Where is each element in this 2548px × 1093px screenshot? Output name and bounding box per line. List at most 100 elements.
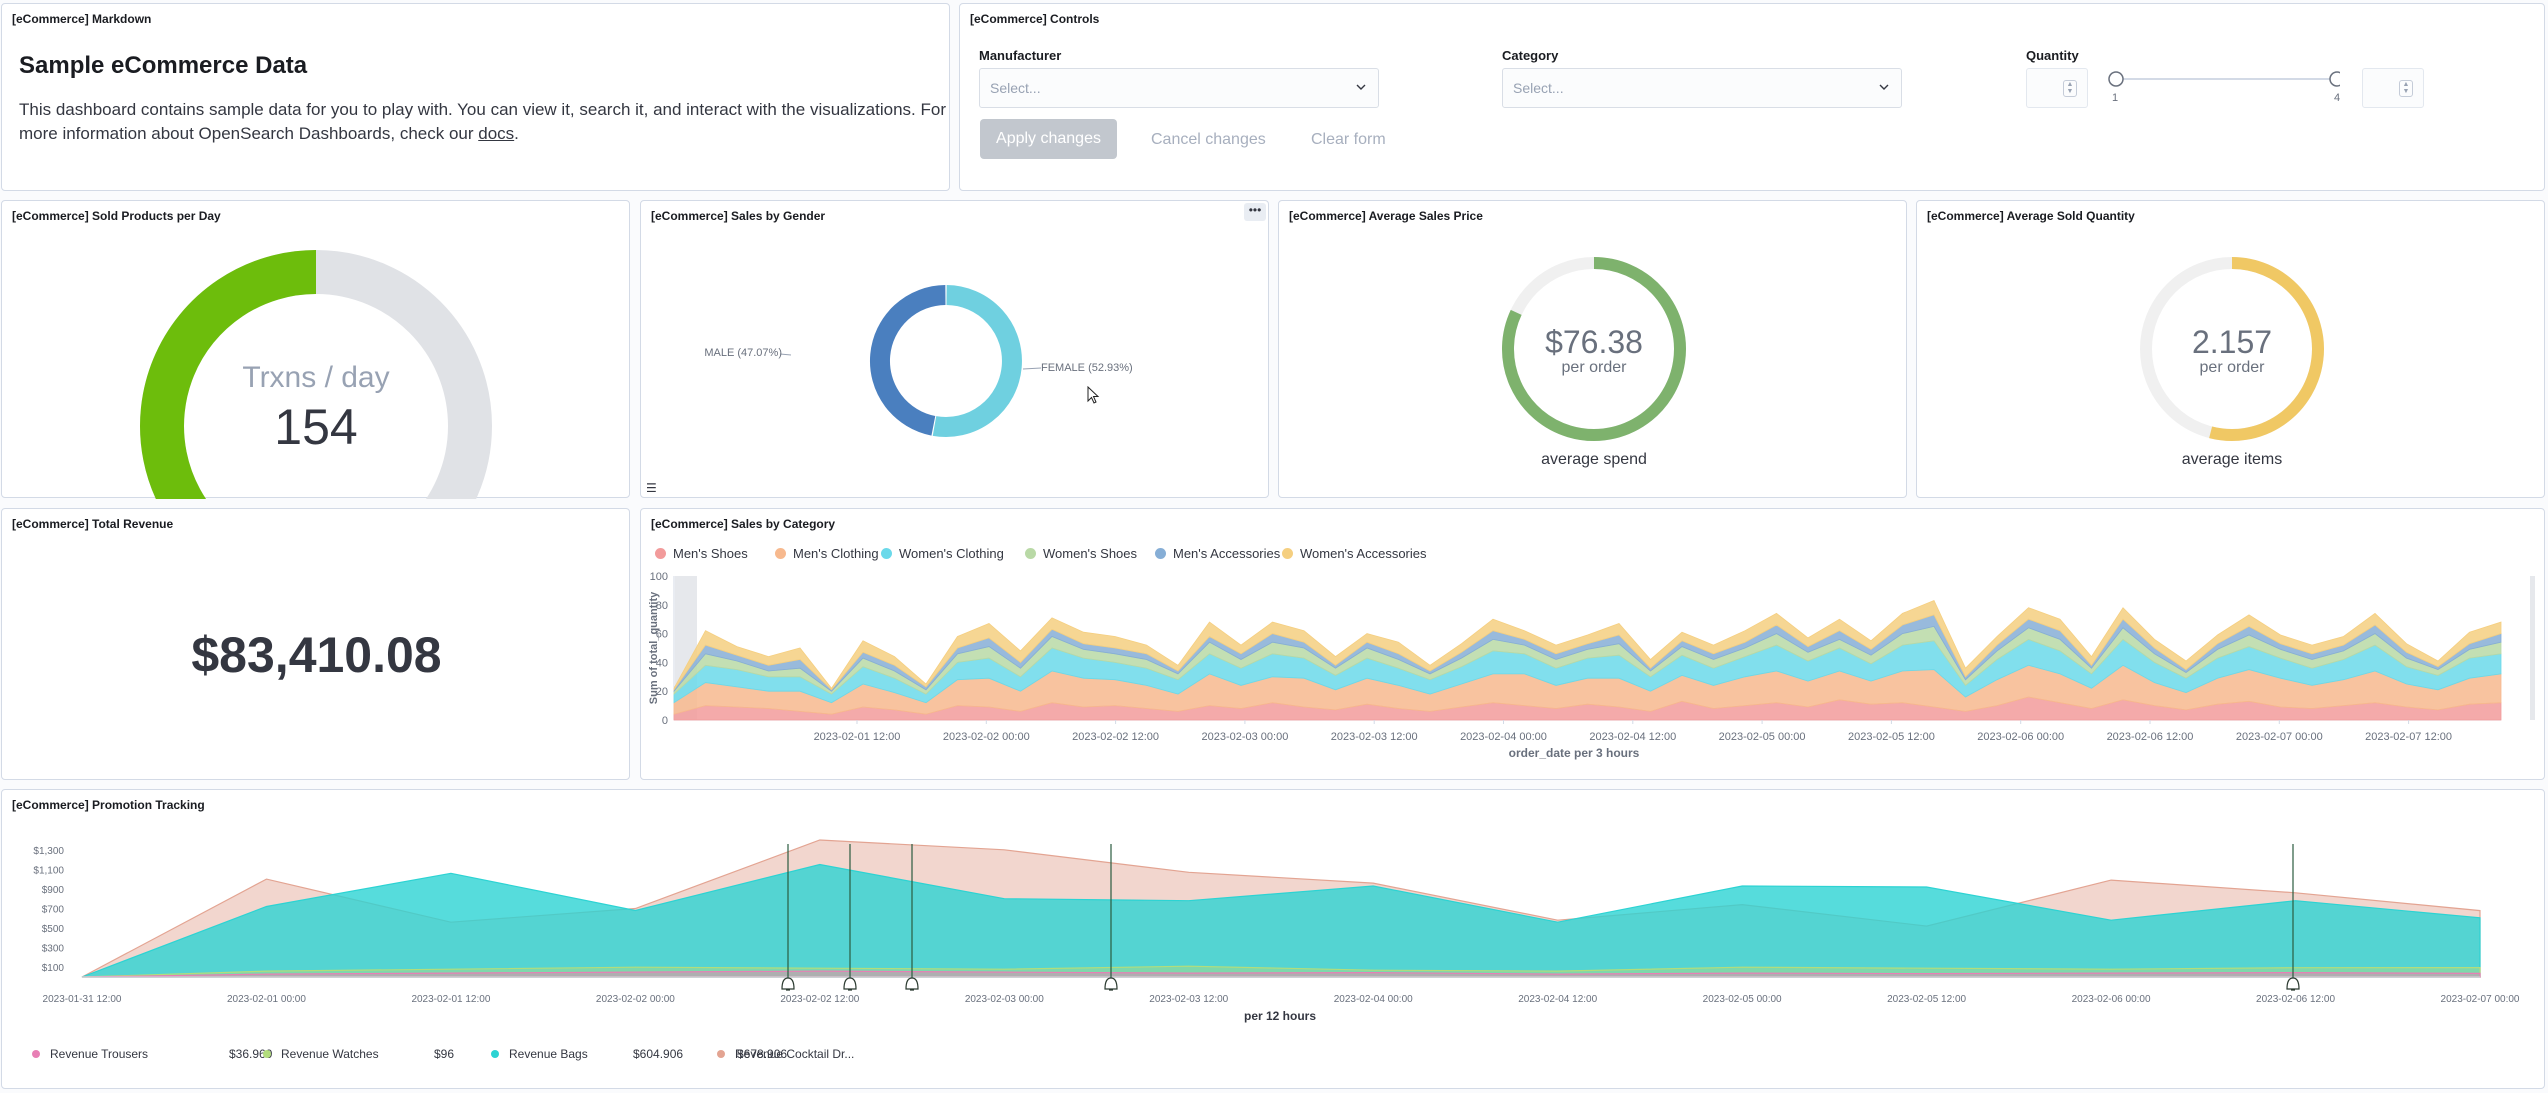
bell-icon[interactable] <box>2286 977 2300 991</box>
quantity-min-input[interactable]: ▲ ▼ <box>2026 68 2088 108</box>
panel-title: [eCommerce] Sold Products per Day <box>12 209 221 223</box>
legend-dot <box>775 548 786 559</box>
slider-handle-min <box>2108 71 2124 87</box>
bell-icon[interactable] <box>905 977 919 991</box>
legend-label: Men's Accessories <box>1173 546 1281 561</box>
legend-item[interactable]: Men's Shoes <box>655 546 748 561</box>
legend-item[interactable]: Men's Clothing <box>775 546 879 561</box>
donut-chart <box>779 285 1042 437</box>
legend-item[interactable]: Revenue Cocktail Dr... <box>717 1047 854 1061</box>
x-tick-label: 2023-02-07 12:00 <box>2365 731 2452 743</box>
stepper-icon[interactable]: ▲ ▼ <box>2399 80 2413 97</box>
ring-fill <box>1501 257 1686 441</box>
category-placeholder: Select... <box>1513 80 1564 96</box>
bell-icon[interactable] <box>843 977 857 991</box>
male-leader-line <box>779 353 792 356</box>
legend-item[interactable]: Revenue Bags <box>491 1047 588 1061</box>
y-tick-label: 80 <box>656 600 668 612</box>
x-tick-label: 2023-02-03 00:00 <box>1201 731 1288 743</box>
male-label: MALE (47.07%) <box>704 347 782 359</box>
panel-title: [eCommerce] Controls <box>970 12 1100 26</box>
x-tick-label: 2023-02-01 12:00 <box>411 994 490 1005</box>
markdown-heading: Sample eCommerce Data <box>19 52 308 79</box>
x-tick-label: 2023-02-01 12:00 <box>814 731 901 743</box>
promo-area-1[interactable] <box>81 965 2481 978</box>
legend-dot <box>491 1050 499 1058</box>
y-tick-label: 100 <box>650 571 668 583</box>
legend-item[interactable]: Women's Shoes <box>1025 546 1137 561</box>
legend-value: $604.906 <box>633 1047 684 1061</box>
x-tick-label: 2023-02-02 00:00 <box>943 731 1030 743</box>
category-area-chart: 100 80 60 40 20 0 2023-02-01 12:00 2023-02-02 0… <box>648 571 2535 760</box>
apply-changes-button[interactable]: Apply changes <box>980 119 1117 159</box>
x-tick-label: 2023-02-02 00:00 <box>596 994 675 1005</box>
stepper-icon[interactable]: ▲ ▼ <box>2063 80 2077 97</box>
y-tick-label: $500 <box>42 924 65 935</box>
chevron-down-icon <box>1879 84 1889 90</box>
panel-title: [eCommerce] Promotion Tracking <box>12 798 205 812</box>
legend-label: Revenue Bags <box>509 1047 588 1061</box>
donut-slice-female <box>932 285 1022 437</box>
x-tick-label: 2023-02-05 12:00 <box>1848 731 1935 743</box>
x-tick-label: 2023-02-06 00:00 <box>1977 731 2064 743</box>
brush-handle[interactable] <box>2530 576 2535 720</box>
avg-price-caption: average spend <box>1541 451 1647 468</box>
total-revenue-panel: [eCommerce] Total Revenue $83,410.08 <box>1 508 630 780</box>
bell-icon[interactable] <box>781 977 795 991</box>
x-axis-title: order_date per 3 hours <box>1509 746 1640 760</box>
quantity-range-slider[interactable] <box>2100 64 2340 94</box>
legend-label: Revenue Trousers <box>50 1047 149 1061</box>
panel-title: [eCommerce] Average Sales Price <box>1289 209 1483 223</box>
legend-label: Men's Clothing <box>793 546 879 561</box>
panel-title: [eCommerce] Sales by Category <box>651 517 836 531</box>
cancel-changes-button[interactable]: Cancel changes <box>1151 131 1266 148</box>
gauge-chart <box>140 250 492 499</box>
x-tick-label: 2023-02-03 12:00 <box>1331 731 1418 743</box>
manufacturer-select[interactable]: Select... <box>979 68 1379 108</box>
legend-value: $36.969 <box>229 1047 273 1061</box>
y-tick-label: 60 <box>656 629 668 641</box>
panel-title: [eCommerce] Sales by Gender <box>651 209 826 223</box>
bell-icon[interactable] <box>1104 977 1118 991</box>
y-tick-label: 0 <box>662 715 668 727</box>
promo-area-0[interactable] <box>81 970 2481 978</box>
ring-fill <box>2209 257 2324 441</box>
x-tick-label: 2023-02-06 12:00 <box>2256 994 2335 1005</box>
y-tick-label: 40 <box>656 657 668 669</box>
category-select[interactable]: Select... <box>1502 68 1902 108</box>
legend-label: Women's Accessories <box>1300 546 1427 561</box>
gauge-fill <box>140 250 317 499</box>
manufacturer-label: Manufacturer <box>979 48 1062 63</box>
y-tick-label: $100 <box>42 963 65 974</box>
legend-item[interactable]: Men's Accessories <box>1155 546 1280 561</box>
legend-item[interactable]: Revenue Watches <box>263 1047 379 1061</box>
x-tick-label: 2023-02-06 12:00 <box>2107 731 2194 743</box>
legend-label: Women's Shoes <box>1043 546 1138 561</box>
sold-products-panel: [eCommerce] Sold Products per Day Trxns … <box>1 200 630 499</box>
chevron-down-icon <box>1356 84 1366 90</box>
legend-dot <box>1155 548 1166 559</box>
donut-slice-male <box>870 285 946 436</box>
legend-toggle-icon[interactable]: ☰ <box>646 481 657 495</box>
x-tick-label: 2023-01-31 12:00 <box>43 994 122 1005</box>
panel-title: [eCommerce] Total Revenue <box>12 517 174 531</box>
docs-link[interactable]: docs <box>478 124 515 143</box>
x-tick-label: 2023-02-04 00:00 <box>1460 731 1547 743</box>
slider-max-tick: 4 <box>2334 92 2341 104</box>
ring-gauge <box>1501 257 1686 441</box>
legend-item[interactable]: Women's Clothing <box>881 546 1004 561</box>
x-tick-label: 2023-02-07 00:00 <box>2441 994 2520 1005</box>
total-revenue-value: $83,410.08 <box>191 627 442 683</box>
legend-item[interactable]: Women's Accessories <box>1282 546 1427 561</box>
clear-form-button[interactable]: Clear form <box>1311 131 1386 148</box>
promo-area-2[interactable] <box>81 863 2481 978</box>
legend-item[interactable]: Revenue Trousers <box>32 1047 148 1061</box>
panel-title: [eCommerce] Average Sold Quantity <box>1927 209 2135 223</box>
avg-quantity-caption: average items <box>2181 451 2283 468</box>
promotion-tracking-panel: [eCommerce] Promotion Tracking $1,300 $1,… <box>1 789 2545 1089</box>
x-tick-label: 2023-02-02 12:00 <box>780 994 859 1005</box>
panel-options-icon[interactable]: ••• <box>1244 203 1266 221</box>
y-tick-label: $700 <box>42 905 65 916</box>
quantity-max-input[interactable]: ▲ ▼ <box>2362 68 2424 108</box>
area-series-5[interactable] <box>673 599 2502 692</box>
